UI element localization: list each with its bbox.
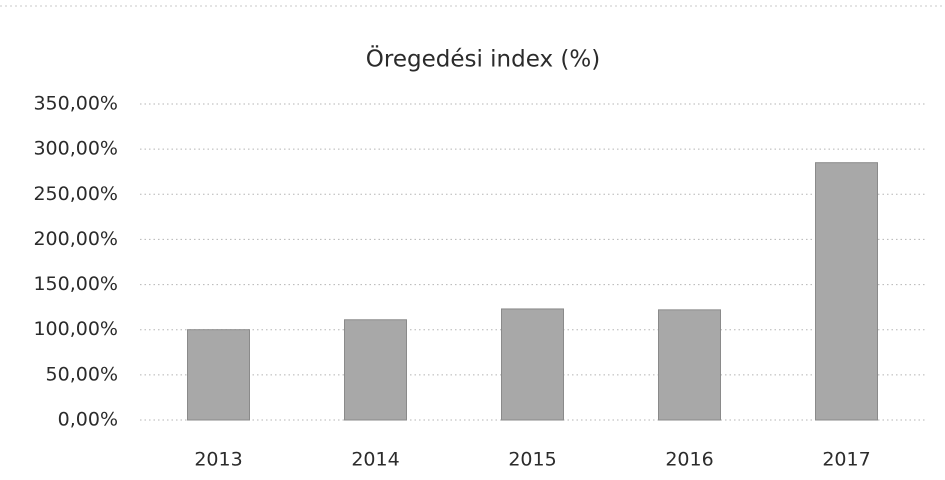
bar bbox=[501, 308, 564, 421]
y-tick-label: 250,00% bbox=[33, 183, 118, 205]
y-tick-label: 350,00% bbox=[33, 93, 118, 115]
y-tick-label: 200,00% bbox=[33, 228, 118, 250]
bar bbox=[815, 162, 878, 421]
y-tick-label: 50,00% bbox=[46, 363, 118, 385]
bar bbox=[344, 319, 407, 421]
chart-title: Öregedési index (%) bbox=[366, 45, 600, 73]
bar bbox=[658, 309, 721, 421]
x-tick-label: 2013 bbox=[194, 449, 242, 471]
x-tick-label: 2017 bbox=[822, 449, 870, 471]
bar bbox=[187, 329, 250, 421]
y-tick-label: 100,00% bbox=[33, 318, 118, 340]
y-tick-label: 0,00% bbox=[58, 409, 118, 431]
x-tick-label: 2014 bbox=[351, 449, 399, 471]
x-tick-label: 2015 bbox=[508, 449, 556, 471]
y-tick-label: 300,00% bbox=[33, 138, 118, 160]
y-tick-label: 150,00% bbox=[33, 273, 118, 295]
x-tick-label: 2016 bbox=[665, 449, 713, 471]
